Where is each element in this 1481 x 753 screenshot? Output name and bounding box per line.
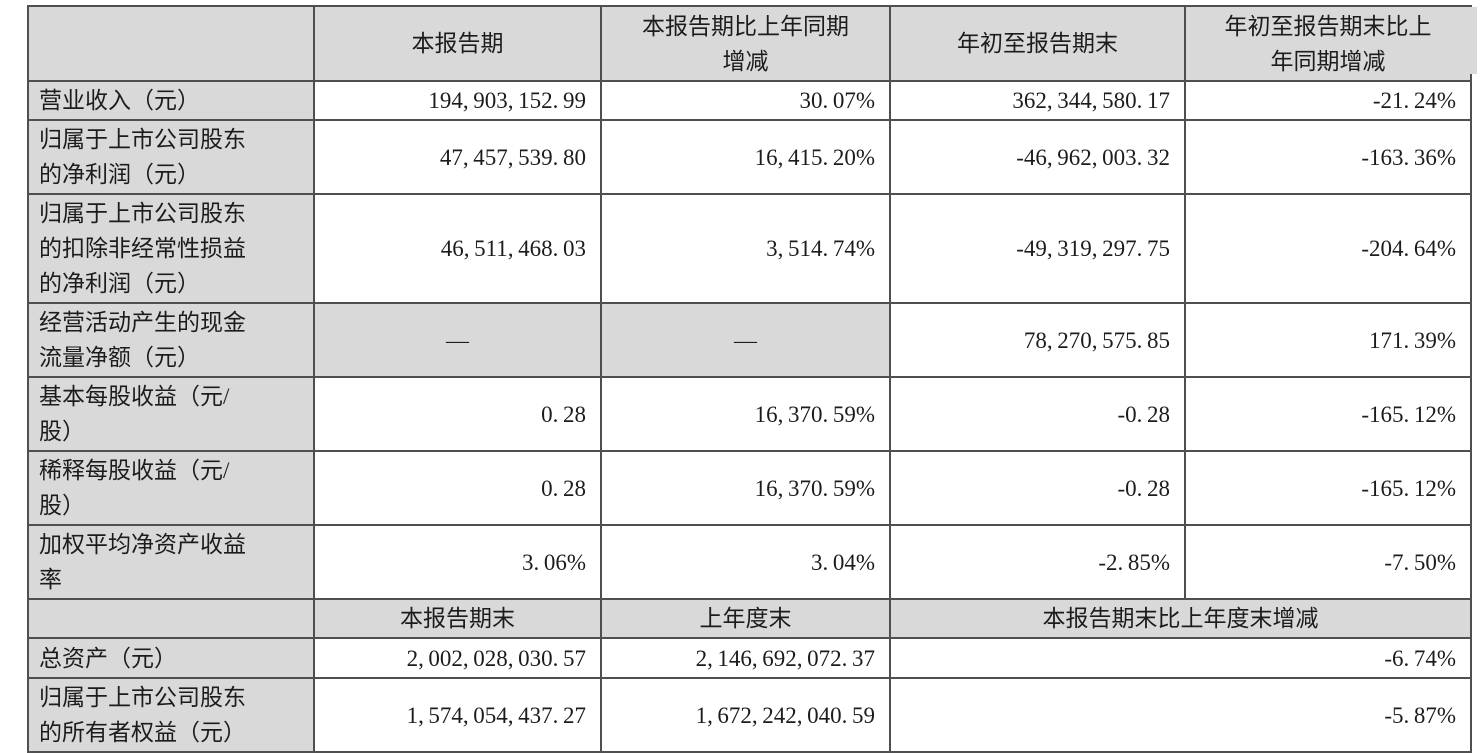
cell-value: 30. 07% <box>600 80 891 121</box>
header-row-period-end: 本报告期末 上年度末 本报告期末比上年度末增减 <box>27 598 1472 639</box>
financial-summary-table: 本报告期 本报告期比上年同期 增减 年初至报告期末 年初至报告期末比上 年同期增… <box>27 5 1472 753</box>
cell-value: 16, 370. 59% <box>600 376 891 452</box>
cell-value: -6. 74% <box>889 637 1472 679</box>
header-blank <box>27 5 315 82</box>
cell-value: -165. 12% <box>1184 376 1472 452</box>
cell-value: 362, 344, 580. 17 <box>889 80 1186 121</box>
cell-value: -2. 85% <box>889 524 1186 600</box>
row-revenue: 营业收入（元） 194, 903, 152. 99 30. 07% 362, 3… <box>27 80 1472 121</box>
cell-dash: — <box>600 302 891 378</box>
cell-value: -163. 36% <box>1184 119 1472 195</box>
cell-value: 46, 511, 468. 03 <box>313 193 602 304</box>
header-current-period: 本报告期 <box>313 5 602 82</box>
row-net-profit: 归属于上市公司股东 的净利润（元） 47, 457, 539. 80 16, 4… <box>27 119 1472 195</box>
row-label: 营业收入（元） <box>27 80 315 121</box>
cell-value: -0. 28 <box>889 376 1186 452</box>
row-basic-eps: 基本每股收益（元/ 股） 0. 28 16, 370. 59% -0. 28 -… <box>27 376 1472 452</box>
header-period-end: 本报告期末 <box>313 598 602 639</box>
row-label: 总资产（元） <box>27 637 315 679</box>
table-edge-shadow <box>1470 7 1477 74</box>
header-current-period-yoy: 本报告期比上年同期 增减 <box>600 5 891 82</box>
row-label: 归属于上市公司股东 的扣除非经常性损益 的净利润（元） <box>27 193 315 304</box>
cell-value: -204. 64% <box>1184 193 1472 304</box>
cell-value: -7. 50% <box>1184 524 1472 600</box>
cell-value: -49, 319, 297. 75 <box>889 193 1186 304</box>
cell-value: -0. 28 <box>889 450 1186 526</box>
cell-value: 1, 574, 054, 437. 27 <box>313 677 602 753</box>
cell-value: 0. 28 <box>313 450 602 526</box>
cell-dash: — <box>313 302 602 378</box>
row-label: 加权平均净资产收益 率 <box>27 524 315 600</box>
cell-value: -21. 24% <box>1184 80 1472 121</box>
header-ytd: 年初至报告期末 <box>889 5 1186 82</box>
row-label: 归属于上市公司股东 的净利润（元） <box>27 119 315 195</box>
cell-value: 3, 514. 74% <box>600 193 891 304</box>
header-row-period: 本报告期 本报告期比上年同期 增减 年初至报告期末 年初至报告期末比上 年同期增… <box>27 5 1472 82</box>
header-blank <box>27 598 315 639</box>
cell-value: 2, 146, 692, 072. 37 <box>600 637 891 679</box>
header-period-end-change: 本报告期末比上年度末增减 <box>889 598 1472 639</box>
row-label: 基本每股收益（元/ 股） <box>27 376 315 452</box>
row-operating-cash-flow: 经营活动产生的现金 流量净额（元） — — 78, 270, 575. 85 1… <box>27 302 1472 378</box>
cell-value: 1, 672, 242, 040. 59 <box>600 677 891 753</box>
row-label: 稀释每股收益（元/ 股） <box>27 450 315 526</box>
cell-value: 78, 270, 575. 85 <box>889 302 1186 378</box>
cell-value: -165. 12% <box>1184 450 1472 526</box>
row-label: 经营活动产生的现金 流量净额（元） <box>27 302 315 378</box>
cell-value: 3. 06% <box>313 524 602 600</box>
cell-value: 171. 39% <box>1184 302 1472 378</box>
cell-value: 16, 370. 59% <box>600 450 891 526</box>
cell-value: 16, 415. 20% <box>600 119 891 195</box>
header-prior-year-end: 上年度末 <box>600 598 891 639</box>
cell-value: -46, 962, 003. 32 <box>889 119 1186 195</box>
cell-value: 194, 903, 152. 99 <box>313 80 602 121</box>
cell-value: 2, 002, 028, 030. 57 <box>313 637 602 679</box>
header-ytd-yoy: 年初至报告期末比上 年同期增减 <box>1184 5 1472 82</box>
row-weighted-roe: 加权平均净资产收益 率 3. 06% 3. 04% -2. 85% -7. 50… <box>27 524 1472 600</box>
cell-value: 3. 04% <box>600 524 891 600</box>
cell-value: 0. 28 <box>313 376 602 452</box>
row-diluted-eps: 稀释每股收益（元/ 股） 0. 28 16, 370. 59% -0. 28 -… <box>27 450 1472 526</box>
row-net-profit-deducted: 归属于上市公司股东 的扣除非经常性损益 的净利润（元） 46, 511, 468… <box>27 193 1472 304</box>
row-total-assets: 总资产（元） 2, 002, 028, 030. 57 2, 146, 692,… <box>27 637 1472 679</box>
cell-value: 47, 457, 539. 80 <box>313 119 602 195</box>
